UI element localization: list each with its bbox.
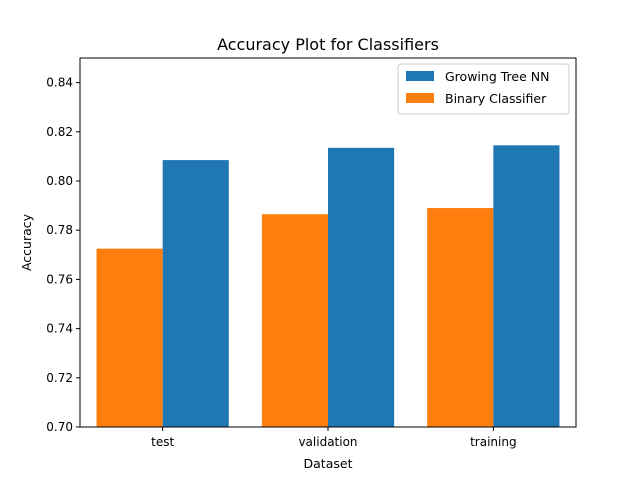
bar-binary-classifier-validation	[261, 214, 328, 427]
x-axis-label: Dataset	[304, 456, 353, 471]
bar-growing-tree-nn-training	[493, 145, 560, 427]
y-tick-label: 0.80	[46, 174, 73, 188]
y-tick-label: 0.70	[46, 420, 73, 434]
y-tick-label: 0.82	[46, 125, 73, 139]
y-tick-label: 0.76	[46, 272, 73, 286]
y-tick-label: 0.72	[46, 371, 73, 385]
bar-growing-tree-nn-test	[162, 160, 229, 427]
x-tick-label: validation	[298, 435, 357, 449]
y-tick-label: 0.84	[46, 76, 73, 90]
x-axis: test validation training	[151, 427, 517, 449]
plot-frame	[79, 57, 577, 428]
y-tick-label: 0.74	[46, 322, 73, 336]
bar-binary-classifier-training	[427, 208, 494, 427]
chart-title: Accuracy Plot for Classifiers	[217, 35, 439, 54]
legend-label-binary-classifier: Binary Classifier	[445, 91, 547, 106]
y-tick-label: 0.78	[46, 223, 73, 237]
legend-label-growing-tree-nn: Growing Tree NN	[445, 69, 549, 84]
x-tick-label: test	[151, 435, 174, 449]
legend-swatch-binary-classifier	[406, 93, 434, 103]
legend-swatch-growing-tree-nn	[406, 71, 434, 81]
bar-binary-classifier-test	[96, 248, 163, 427]
bar-growing-tree-nn-validation	[328, 147, 395, 428]
y-axis-label: Accuracy	[19, 213, 34, 271]
y-axis: 0.70 0.72 0.74 0.76 0.78 0.80 0.82 0.84	[46, 76, 80, 434]
legend-box	[397, 63, 570, 115]
bars-group	[96, 145, 560, 428]
x-tick-label: training	[470, 435, 517, 449]
legend: Growing Tree NN Binary Classifier	[397, 63, 570, 115]
